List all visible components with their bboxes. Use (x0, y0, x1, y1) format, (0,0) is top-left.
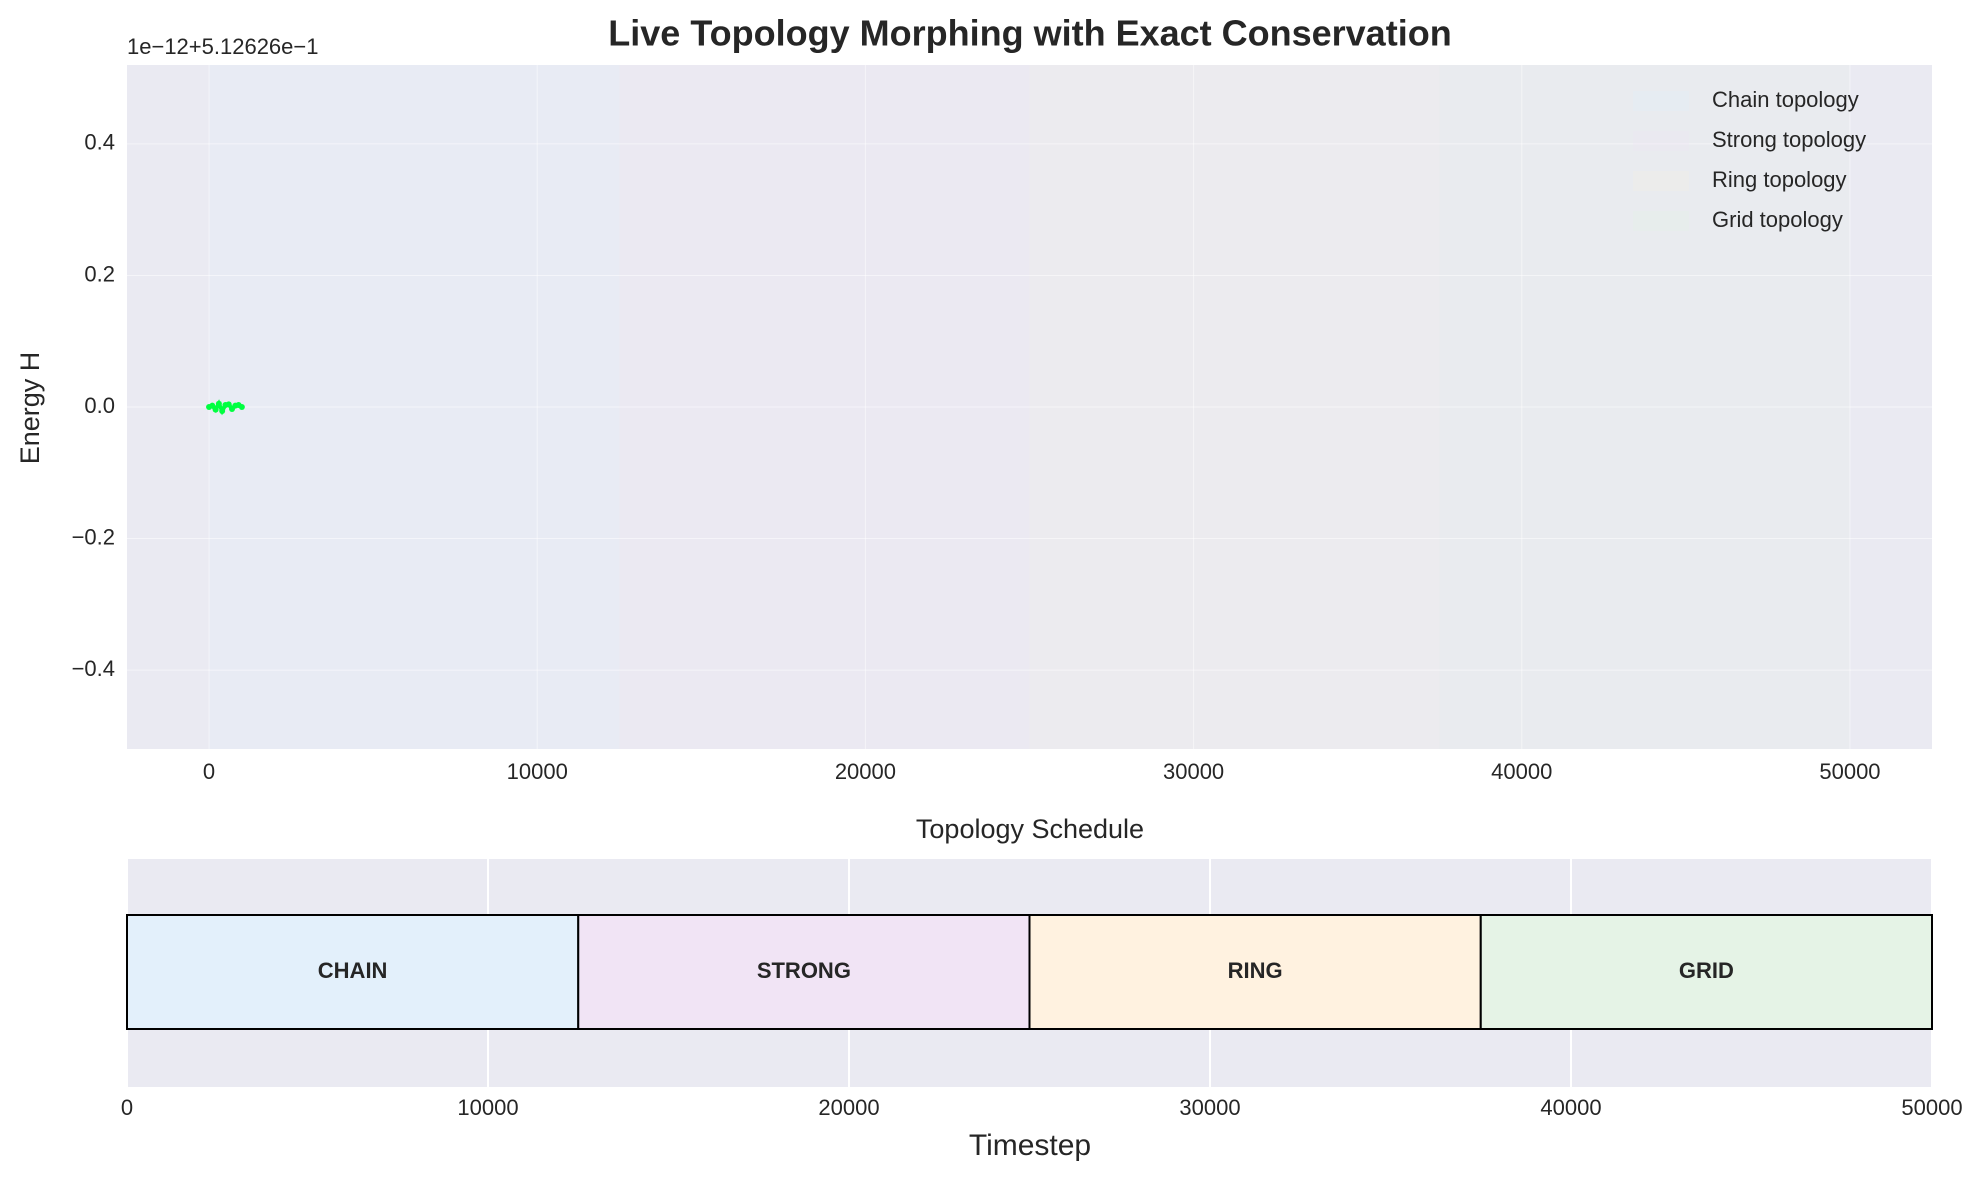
energy-point (209, 402, 216, 409)
legend-swatch (1633, 131, 1689, 151)
energy-point (225, 401, 232, 408)
segment-label: CHAIN (318, 958, 388, 983)
x-tick-label: 10000 (457, 1095, 518, 1120)
legend-label: Chain topology (1712, 87, 1859, 112)
segment-label: STRONG (757, 958, 851, 983)
segment-label: GRID (1679, 958, 1734, 983)
x-tick-label: 20000 (835, 759, 896, 784)
legend-label: Strong topology (1712, 127, 1866, 152)
schedule-segment (1028, 914, 1482, 1030)
x-tick-label: 20000 (818, 1095, 879, 1120)
y-tick-label: −0.2 (72, 524, 115, 549)
schedule-segment (1479, 914, 1933, 1030)
energy-point (219, 407, 226, 414)
y-tick-label: 0.4 (84, 130, 115, 155)
chart-title: Live Topology Morphing with Exact Conser… (608, 13, 1451, 54)
x-tick-label: 10000 (507, 759, 568, 784)
energy-point (215, 400, 222, 407)
x-tick-label: 30000 (1179, 1095, 1240, 1120)
y-tick-label: −0.4 (72, 656, 115, 681)
x-tick-label: 50000 (1901, 1095, 1962, 1120)
offset-label: 1e−12+5.12626e−1 (127, 34, 318, 59)
x-tick-label: 0 (203, 759, 215, 784)
schedule-segment (126, 914, 580, 1030)
schedule-segment (577, 914, 1031, 1030)
y-tick-label: 0.2 (84, 261, 115, 286)
legend-swatch (1633, 171, 1689, 191)
x-tick-label: 30000 (1163, 759, 1224, 784)
legend-label: Ring topology (1712, 167, 1847, 192)
y-tick-label: 0.0 (84, 393, 115, 418)
legend-label: Grid topology (1712, 207, 1843, 232)
x-axis-label: Timestep (969, 1129, 1091, 1162)
energy-point (238, 404, 245, 410)
segment-label: RING (1228, 958, 1283, 983)
x-tick-label: 40000 (1540, 1095, 1601, 1120)
legend-swatch (1633, 91, 1689, 111)
x-tick-label: 40000 (1491, 759, 1552, 784)
y-axis-label: Energy H (15, 352, 45, 465)
x-tick-label: 50000 (1819, 759, 1880, 784)
x-tick-label: 0 (121, 1095, 133, 1120)
legend-swatch (1633, 211, 1689, 231)
subplot-title: Topology Schedule (916, 814, 1144, 844)
energy-point (212, 406, 219, 413)
